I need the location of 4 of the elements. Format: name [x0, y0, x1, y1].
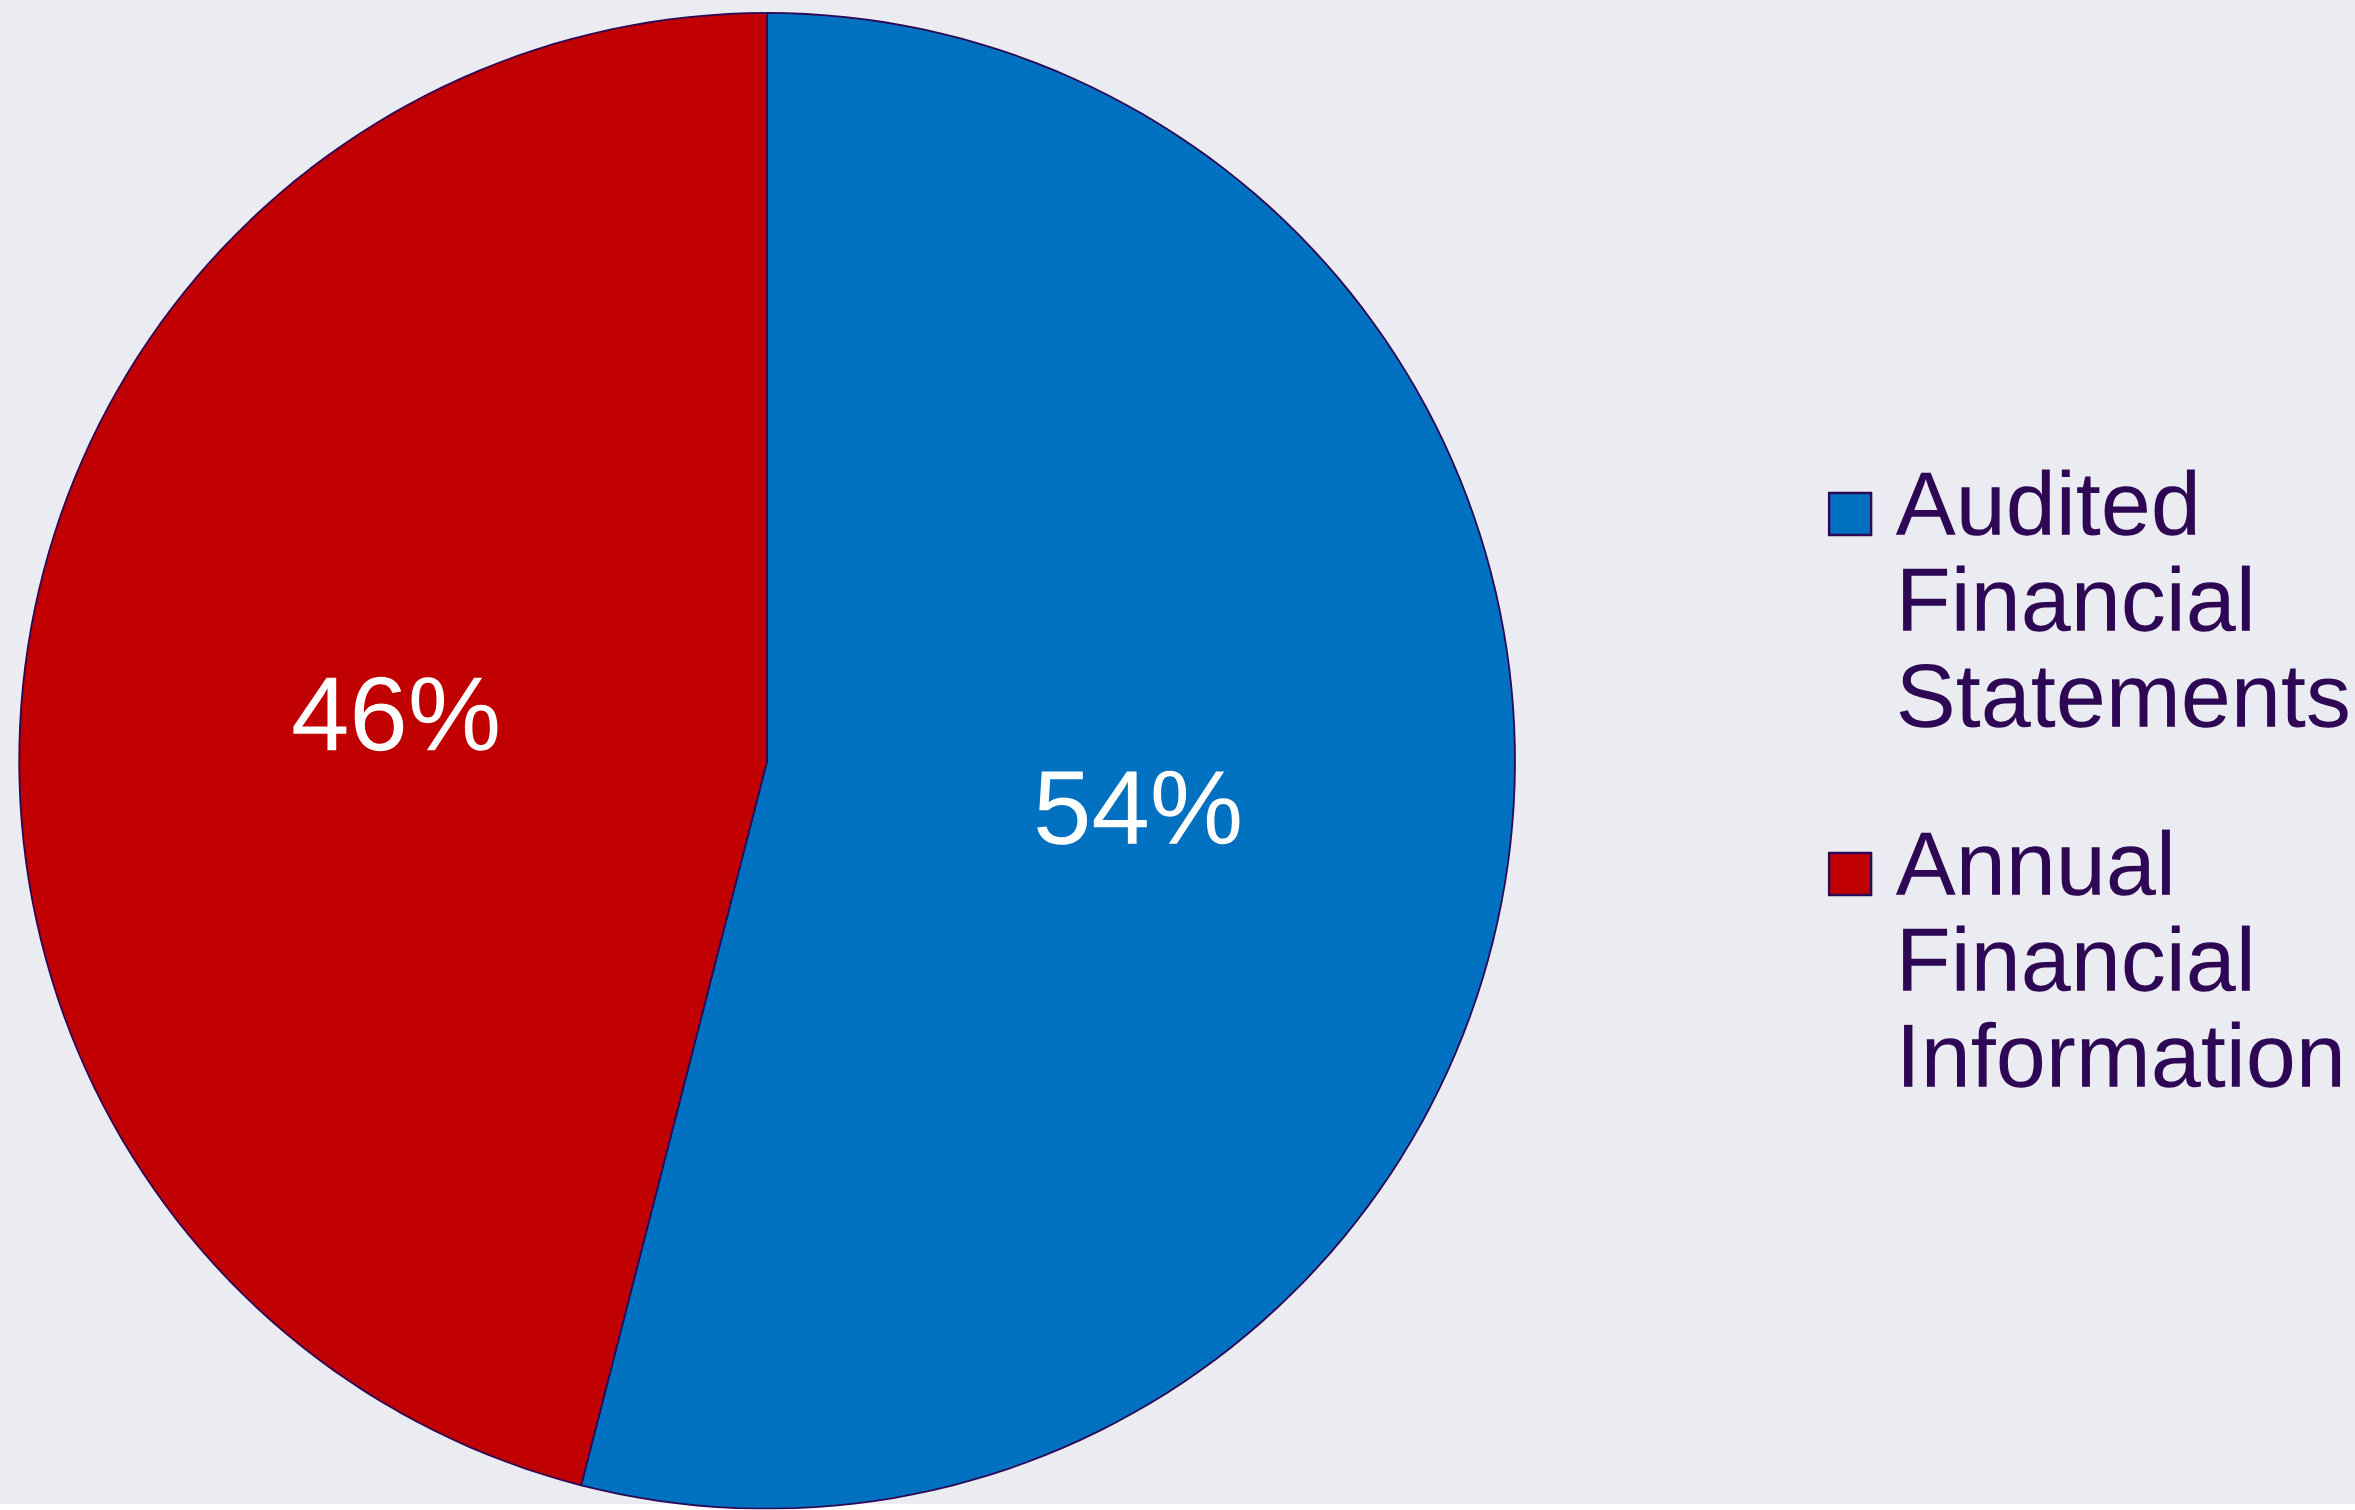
data-label: 46%: [293, 677, 498, 752]
data-label: 54%: [1037, 770, 1240, 845]
legend-label: Annual Financial Information: [1895, 829, 2341, 1088]
legend-label: Audited Financial Statements: [1895, 469, 2348, 728]
